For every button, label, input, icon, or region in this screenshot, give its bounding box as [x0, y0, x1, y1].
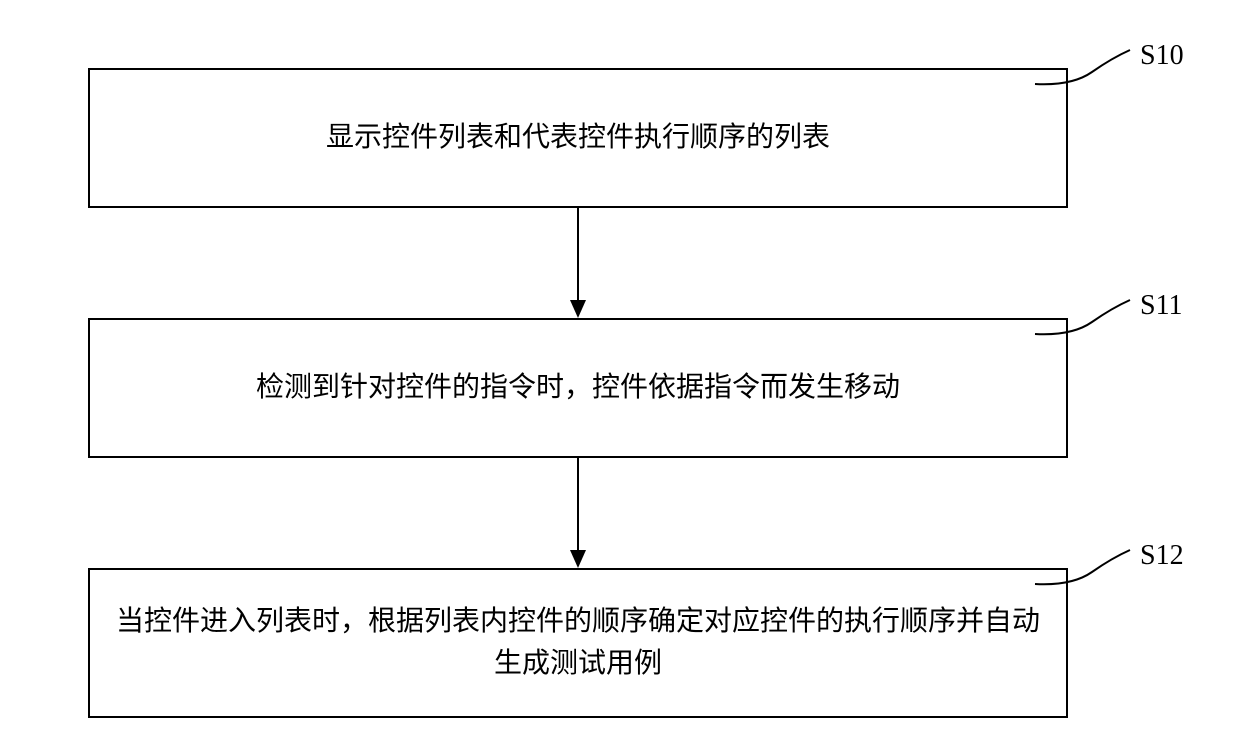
flow-label-s12: S12	[1140, 540, 1184, 572]
flow-hook-s12	[0, 0, 1240, 750]
flowchart-canvas: 显示控件列表和代表控件执行顺序的列表 S10 检测到针对控件的指令时，控件依据指…	[0, 0, 1240, 750]
